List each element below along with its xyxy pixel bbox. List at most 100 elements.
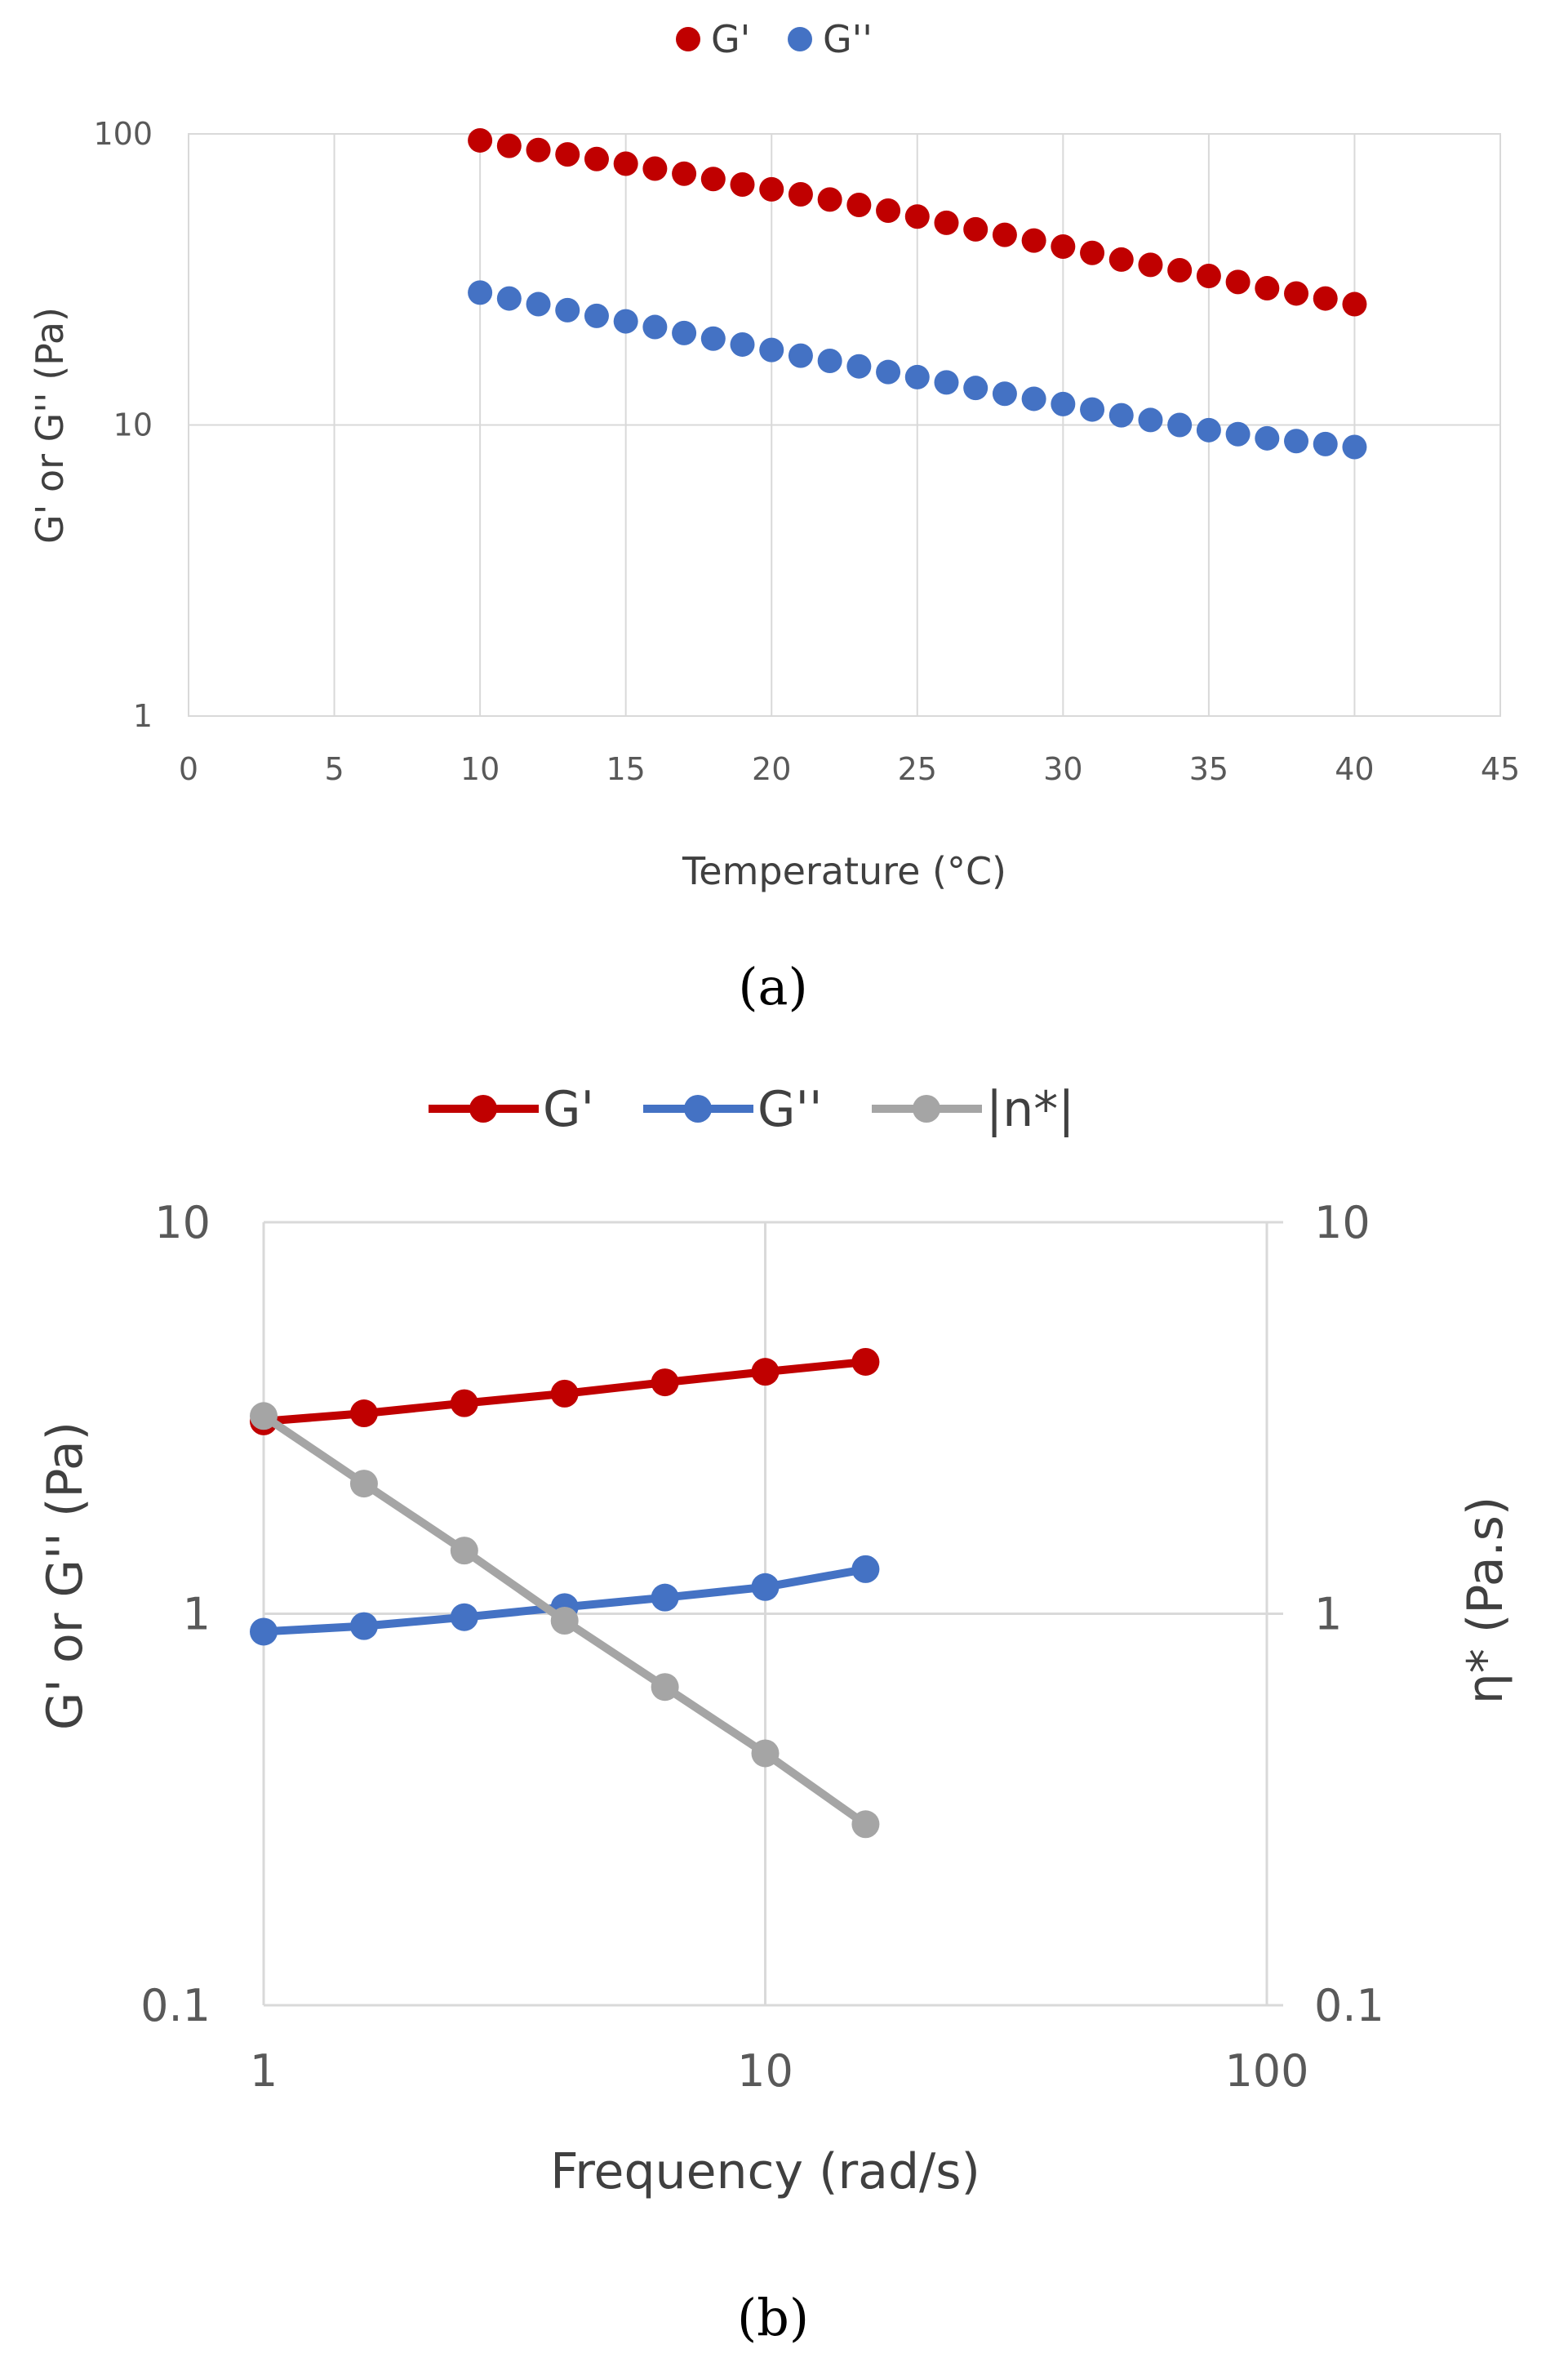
a-gprime-point bbox=[496, 133, 522, 158]
a-gprime-point bbox=[1108, 247, 1134, 272]
b-x-tick-label: 100 bbox=[1224, 2045, 1308, 2097]
a-gprime-point bbox=[1284, 281, 1309, 306]
b-legend-gdoubleprime-label: G'' bbox=[757, 1081, 822, 1138]
a-gprime-point bbox=[876, 198, 901, 223]
b-gprime-point bbox=[349, 1399, 378, 1428]
a-y-tick-label: 10 bbox=[113, 407, 153, 443]
a-gdoubleprime-point bbox=[700, 326, 726, 351]
a-gdoubleprime-point bbox=[584, 303, 609, 328]
b-eta-point bbox=[250, 1402, 278, 1430]
a-gdoubleprime-point bbox=[1080, 397, 1105, 422]
a-gprime-point bbox=[934, 210, 959, 235]
b-y2-tick-label: 0.1 bbox=[1314, 1980, 1384, 2031]
b-eta-point bbox=[349, 1470, 378, 1498]
a-gdoubleprime-point bbox=[468, 280, 493, 305]
a-x-tick-label: 5 bbox=[324, 751, 344, 787]
a-gdoubleprime-point bbox=[934, 370, 959, 395]
a-gprime-point bbox=[730, 172, 755, 198]
a-gprime-point bbox=[992, 222, 1017, 247]
a-gprime-point bbox=[613, 151, 638, 176]
a-gdoubleprime-point bbox=[1342, 434, 1367, 460]
a-gdoubleprime-point bbox=[1138, 407, 1163, 433]
a-gprime-point bbox=[468, 127, 493, 153]
a-gprime-point bbox=[904, 204, 930, 229]
a-gprime-point bbox=[1313, 286, 1338, 311]
a-gprime-point bbox=[642, 156, 668, 181]
a-x-tick-label: 40 bbox=[1335, 751, 1374, 787]
a-gprime-point bbox=[1021, 228, 1046, 253]
a-gdoubleprime-point bbox=[1167, 412, 1193, 438]
a-x-tick-label: 30 bbox=[1043, 751, 1082, 787]
b-y2-tick-label: 1 bbox=[1314, 1589, 1342, 1640]
a-legend-gprime-label: G' bbox=[711, 17, 750, 61]
a-gdoubleprime-point bbox=[496, 286, 522, 311]
b-gdoubleprime-point bbox=[450, 1603, 478, 1631]
b-y2-tick-label: 10 bbox=[1314, 1197, 1371, 1248]
b-gprime-point bbox=[851, 1347, 880, 1376]
a-gprime-point bbox=[846, 193, 872, 218]
b-eta-point bbox=[450, 1537, 478, 1565]
a-x-tick-label: 0 bbox=[179, 751, 198, 787]
a-x-tick-label: 25 bbox=[898, 751, 937, 787]
b-y-tick-label: 1 bbox=[183, 1589, 211, 1640]
b-gdoubleprime-point bbox=[250, 1617, 278, 1646]
a-legend-gdoubleprime-marker bbox=[788, 27, 812, 51]
a-gprime-point bbox=[1080, 240, 1105, 265]
a-gprime-point bbox=[700, 167, 726, 192]
a-gprime-point bbox=[672, 161, 697, 186]
a-gdoubleprime-point bbox=[642, 314, 668, 340]
a-gdoubleprime-point bbox=[1196, 417, 1221, 443]
b-eta-point bbox=[651, 1673, 679, 1702]
b-legend-gprime-marker bbox=[469, 1095, 497, 1123]
a-legend-gdoubleprime-label: G'' bbox=[823, 17, 873, 61]
b-y2-axis-label: η* (Pa.s) bbox=[1457, 1497, 1514, 1705]
b-eta-point bbox=[851, 1810, 880, 1839]
a-gdoubleprime-point bbox=[963, 376, 988, 401]
b-legend-eta-marker bbox=[913, 1095, 940, 1123]
b-gprime-point bbox=[651, 1368, 679, 1397]
b-gprime-point bbox=[450, 1389, 478, 1417]
a-gprime-point bbox=[1255, 276, 1280, 301]
b-gprime-point bbox=[550, 1379, 579, 1408]
b-gdoubleprime-point bbox=[751, 1573, 780, 1601]
b-eta-point bbox=[550, 1607, 579, 1635]
a-gdoubleprime-point bbox=[555, 297, 580, 323]
a-gprime-point bbox=[759, 176, 784, 202]
a-x-tick-label: 35 bbox=[1189, 751, 1228, 787]
a-gprime-point bbox=[526, 137, 551, 162]
a-gprime-point bbox=[1138, 252, 1163, 278]
a-gprime-point bbox=[788, 182, 813, 207]
b-gdoubleprime-point bbox=[349, 1612, 378, 1640]
b-y-tick-label: 10 bbox=[154, 1197, 211, 1248]
a-gdoubleprime-point bbox=[759, 337, 784, 363]
a-gdoubleprime-point bbox=[788, 343, 813, 368]
a-y-tick-label: 100 bbox=[93, 116, 153, 152]
a-gdoubleprime-point bbox=[992, 381, 1017, 407]
a-gprime-point bbox=[1167, 258, 1193, 283]
a-gdoubleprime-point bbox=[876, 359, 901, 385]
a-gdoubleprime-point bbox=[672, 320, 697, 345]
a-gprime-point bbox=[817, 187, 842, 212]
a-gprime-point bbox=[584, 146, 609, 171]
b-eta-point bbox=[751, 1739, 780, 1768]
b-x-tick-label: 10 bbox=[737, 2045, 793, 2097]
a-x-tick-label: 15 bbox=[606, 751, 645, 787]
a-gdoubleprime-point bbox=[526, 291, 551, 317]
a-gdoubleprime-point bbox=[1284, 429, 1309, 454]
a-gprime-point bbox=[963, 216, 988, 242]
a-x-tick-label: 45 bbox=[1481, 751, 1520, 787]
a-gdoubleprime-point bbox=[1108, 403, 1134, 428]
b-panel-label: (b) bbox=[737, 2288, 809, 2347]
a-gdoubleprime-point bbox=[1051, 391, 1076, 416]
a-x-tick-label: 20 bbox=[752, 751, 791, 787]
a-gdoubleprime-point bbox=[817, 349, 842, 374]
a-gprime-point bbox=[1225, 269, 1251, 295]
a-gdoubleprime-point bbox=[730, 331, 755, 357]
a-x-tick-label: 10 bbox=[460, 751, 500, 787]
a-gdoubleprime-point bbox=[846, 354, 872, 379]
a-gdoubleprime-point bbox=[1255, 425, 1280, 451]
b-x-tick-label: 1 bbox=[250, 2045, 278, 2097]
a-x-axis-label: Temperature (°C) bbox=[682, 849, 1006, 893]
a-plot-area bbox=[188, 133, 1501, 717]
